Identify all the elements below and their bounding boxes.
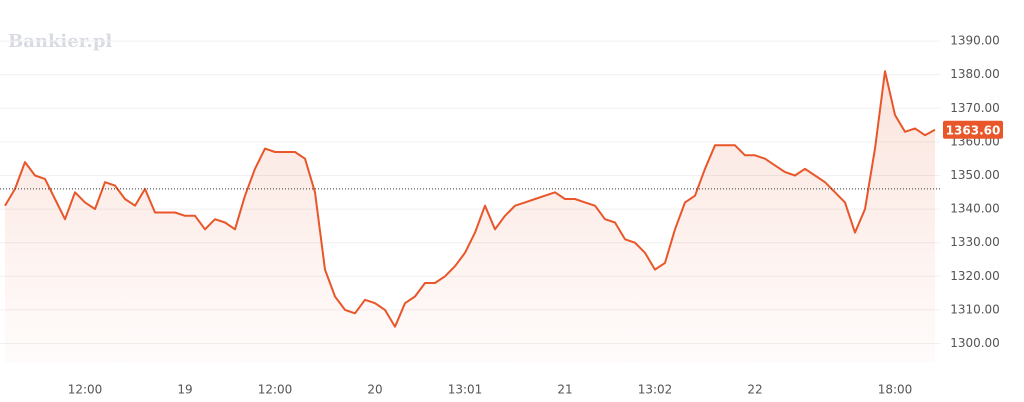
area — [5, 71, 935, 364]
price-line — [4, 70, 936, 328]
y-tick-label: 1380.00 — [950, 67, 1000, 81]
y-tick-label: 1350.00 — [950, 168, 1000, 182]
last-value-badge — [943, 120, 1003, 139]
y-tick-label: 1310.00 — [950, 302, 1000, 316]
x-tick-label: 12:00 — [258, 383, 293, 397]
y-tick-label: 1300.00 — [950, 336, 1000, 350]
y-tick-label: 1330.00 — [950, 235, 1000, 249]
y-tick-label: 1320.00 — [950, 269, 1000, 283]
x-tick-label: 13:01 — [448, 383, 483, 397]
x-tick-label: 13:02 — [638, 383, 673, 397]
y-tick-label: 1340.00 — [950, 202, 1000, 216]
x-tick-label: 22 — [747, 383, 762, 397]
x-tick-label: 20 — [367, 383, 382, 397]
y-tick-label: 1390.00 — [950, 34, 1000, 48]
x-tick-label: 18:00 — [878, 383, 913, 397]
x-tick-label: 21 — [557, 383, 572, 397]
x-tick-label: 19 — [177, 383, 192, 397]
y-tick-label: 1370.00 — [950, 101, 1000, 115]
x-tick-label: 12:00 — [68, 383, 103, 397]
last-value-label: 1363.60 — [946, 123, 1001, 137]
